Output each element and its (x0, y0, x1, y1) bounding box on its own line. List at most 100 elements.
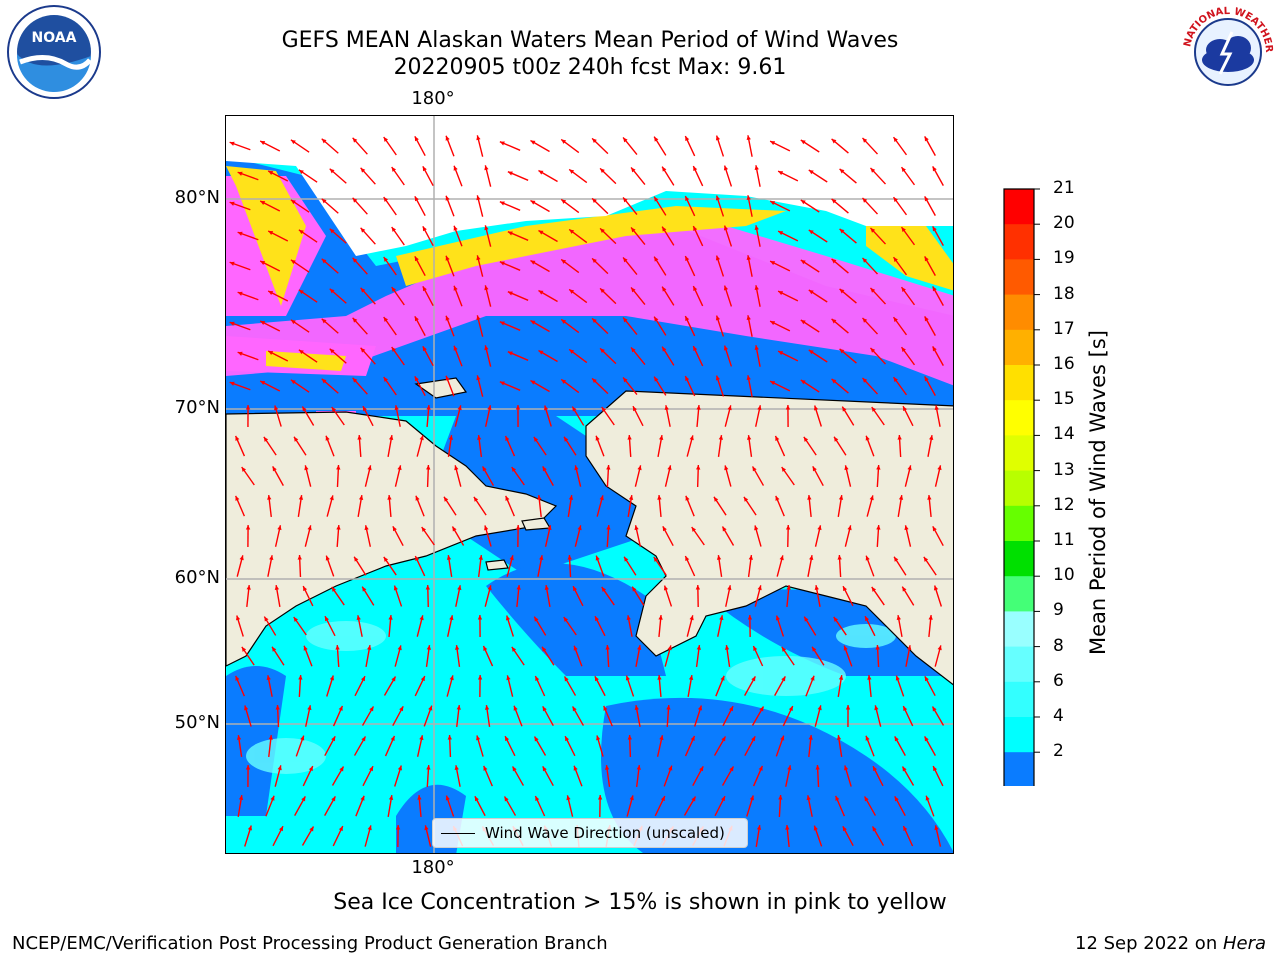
colorbar-tick-label: 18 (1053, 283, 1075, 304)
wind-arrow-head (476, 135, 481, 141)
wind-arrow-head (505, 495, 510, 501)
wind-arrow-head (275, 705, 280, 710)
wind-arrow-head (723, 285, 729, 291)
wind-arrow-head (788, 706, 793, 712)
wind-arrow-head (862, 317, 868, 323)
wind-arrow-head (241, 466, 247, 472)
wind-arrow-head (662, 526, 667, 532)
wind-arrow-head (428, 705, 433, 711)
wind-arrow-head (831, 258, 837, 264)
wind-arrow-head (693, 166, 698, 172)
wind-arrow-head (723, 165, 729, 171)
wind-arrow-head (476, 375, 481, 381)
wind-arrow-head (301, 796, 306, 802)
wind-arrow-head (538, 350, 544, 355)
wind-arrow-head (770, 261, 776, 266)
no-data-arctic (226, 116, 953, 256)
wind-arrow-head (696, 465, 701, 470)
wind-arrow-head (268, 231, 274, 235)
wind-arrow-head (690, 735, 695, 741)
wind-arrow-head (443, 496, 449, 502)
wind-arrow-head (659, 735, 664, 741)
wind-arrow-head (653, 556, 659, 562)
wind-arrow-head (631, 287, 636, 293)
wind-arrow-head (754, 165, 759, 171)
wind-arrow-head (484, 165, 489, 171)
wind-arrow-head (303, 645, 308, 651)
wind-arrow-head (604, 765, 610, 770)
colorbar-frame (1003, 188, 1035, 786)
wind-arrow-head (623, 377, 628, 383)
wind-arrow-head (595, 555, 600, 561)
wind-arrow-head (307, 705, 312, 711)
wind-arrow-head (893, 137, 898, 143)
colorbar-title: Mean Period of Wind Waves [s] (1086, 330, 1110, 655)
wind-arrow-head (662, 166, 667, 172)
wind-arrow-head (561, 199, 567, 204)
wind-arrow-head (716, 555, 722, 560)
wind-arrow-head (507, 291, 513, 296)
wind-arrow-head (339, 766, 344, 772)
wind-arrow-head (268, 351, 274, 355)
wind-arrow-head (689, 435, 694, 441)
wind-arrow-head (662, 226, 667, 232)
colorbar-segment (1004, 365, 1034, 401)
wind-arrow-head (754, 285, 759, 291)
wind-arrow-head (367, 825, 372, 831)
wind-arrow-head (419, 615, 424, 621)
wind-arrow-head (357, 435, 362, 440)
footer-host: Hera (1222, 933, 1266, 954)
wind-arrow-head (269, 555, 274, 561)
wind-arrow-head (724, 645, 730, 650)
wind-arrow-head (775, 615, 781, 621)
lat-label-70: 70°N (174, 397, 220, 418)
wind-arrow-head (837, 555, 842, 560)
wind-arrow-head (634, 705, 639, 711)
wind-arrow-head (903, 406, 908, 412)
wind-arrow-head (338, 705, 343, 711)
wind-arrow-head (309, 826, 314, 832)
wind-arrow-head (746, 135, 751, 141)
wind-arrow-head (573, 765, 578, 771)
wind-arrow-head (870, 227, 876, 233)
wind-arrow-head (627, 435, 632, 440)
wind-arrow-head (574, 465, 579, 471)
wind-arrow-head (235, 435, 240, 441)
wind-arrow-head (864, 796, 869, 802)
wind-arrow-head (457, 405, 462, 411)
wind-arrow-head (759, 706, 764, 712)
wind-arrow-head (456, 705, 461, 710)
wind-arrow-head (748, 555, 753, 560)
wind-arrow-head (800, 320, 806, 325)
wind-arrow-head (267, 495, 272, 500)
wind-arrow-head (865, 735, 870, 741)
wind-arrow-head (453, 225, 458, 231)
wind-arrow-head (815, 765, 820, 770)
wind-arrow-head (903, 706, 908, 712)
wind-arrow-head (298, 289, 304, 295)
wind-arrow-head (904, 525, 909, 531)
wind-arrow-head (361, 676, 365, 682)
wind-arrow-head (729, 766, 734, 772)
wind-arrow-head (393, 585, 398, 591)
wind-arrow-head (260, 201, 266, 205)
wind-arrow-head (235, 675, 240, 681)
wind-arrow-head (260, 141, 266, 145)
wind-arrow-head (422, 346, 427, 352)
wind-arrow-head (572, 706, 577, 712)
wind-arrow-head (457, 585, 462, 591)
wind-arrow-head (569, 169, 575, 174)
wind-arrow-head (383, 316, 389, 322)
wind-arrow-head (606, 465, 611, 470)
wind-arrow-head (537, 495, 542, 500)
wind-arrow-head (862, 257, 868, 263)
wind-arrow-head (808, 230, 814, 235)
wind-arrow-head (668, 765, 673, 771)
wind-arrow-head (447, 735, 452, 740)
wind-arrow-head (487, 405, 492, 411)
lat-label-80: 80°N (174, 187, 220, 208)
wind-arrow-head (869, 495, 874, 501)
wind-arrow-head (715, 195, 721, 201)
wind-arrow-head (445, 255, 450, 261)
wind-arrow-head (476, 195, 481, 201)
